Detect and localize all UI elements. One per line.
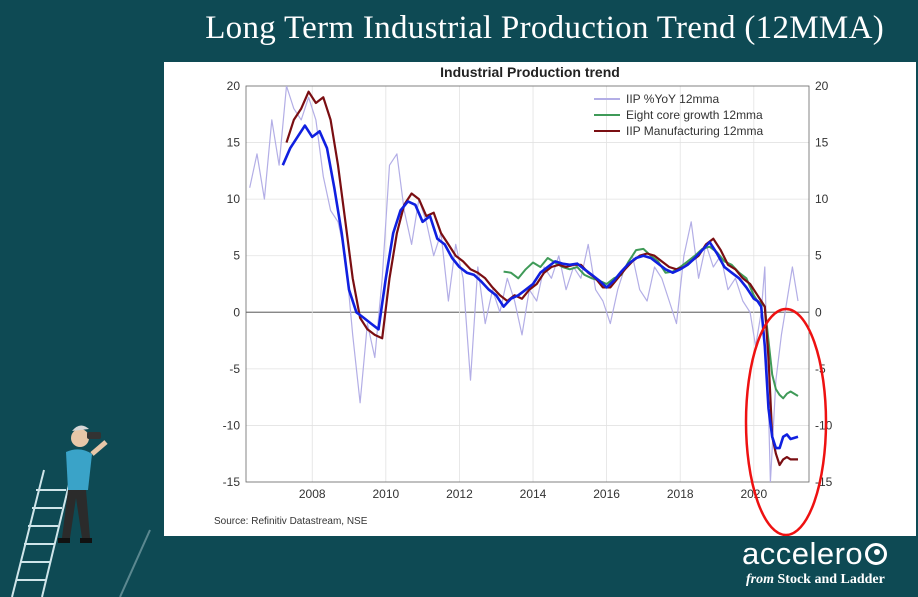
plot-frame — [245, 85, 810, 483]
brand-mark-icon — [865, 543, 888, 565]
y-tick-label-right: 10 — [815, 192, 829, 206]
series-iip-yoy-line — [249, 86, 799, 482]
x-tick-label: 2008 — [299, 487, 326, 501]
y-tick-label-left: -10 — [223, 418, 241, 432]
brand-logo-block: accelero from Stock and Ladder — [742, 536, 912, 588]
legend: IIP %YoY 12mma Eight core growth 12mma IIP… — [594, 92, 764, 138]
series-iip-manufacturing-line — [285, 90, 798, 467]
x-tick-label: 2010 — [372, 487, 399, 501]
x-tick-label: 2018 — [667, 487, 694, 501]
y-tick-label-left: 20 — [227, 79, 241, 93]
legend-label: Eight core growth 12mma — [626, 108, 763, 122]
series-blue-line — [281, 124, 799, 450]
highlight-ellipse — [744, 307, 828, 536]
y-tick-label-right: 15 — [815, 136, 829, 150]
chart-panel: Industrial Production trend 20 20 15 15 10 10… — [164, 62, 916, 536]
line-chart: Industrial Production trend 20 20 15 15 10 10… — [214, 64, 833, 536]
x-tick-label: 2014 — [520, 487, 547, 501]
y-tick-label-right: -10 — [815, 418, 833, 432]
slide-title: Long Term Industrial Production Trend (1… — [205, 10, 884, 46]
grid-lines — [246, 85, 809, 483]
series-lines — [249, 86, 799, 482]
x-tick-label: 2012 — [446, 487, 473, 501]
brand-name: accelero — [742, 536, 912, 572]
y-tick-label-left: -15 — [223, 475, 241, 489]
y-tick-label-right: 0 — [815, 305, 822, 319]
legend-label: IIP %YoY 12mma — [626, 92, 719, 106]
y-tick-label-right: 5 — [815, 249, 822, 263]
brand-tagline: from Stock and Ladder — [746, 572, 885, 587]
legend-label: IIP Manufacturing 12mma — [626, 124, 764, 138]
y-tick-label-left: 0 — [233, 305, 240, 319]
y-tick-label-left: 5 — [233, 249, 240, 263]
y-tick-label-right: 20 — [815, 79, 829, 93]
x-tick-label: 2016 — [593, 487, 620, 501]
source-note: Source: Refinitiv Datastream, NSE — [214, 516, 368, 527]
man-with-binoculars-illustration — [11, 425, 151, 597]
y-tick-label-left: -5 — [229, 362, 240, 376]
y-tick-label-left: 15 — [227, 136, 241, 150]
y-tick-label-left: 10 — [227, 192, 241, 206]
chart-title: Industrial Production trend — [440, 64, 620, 80]
